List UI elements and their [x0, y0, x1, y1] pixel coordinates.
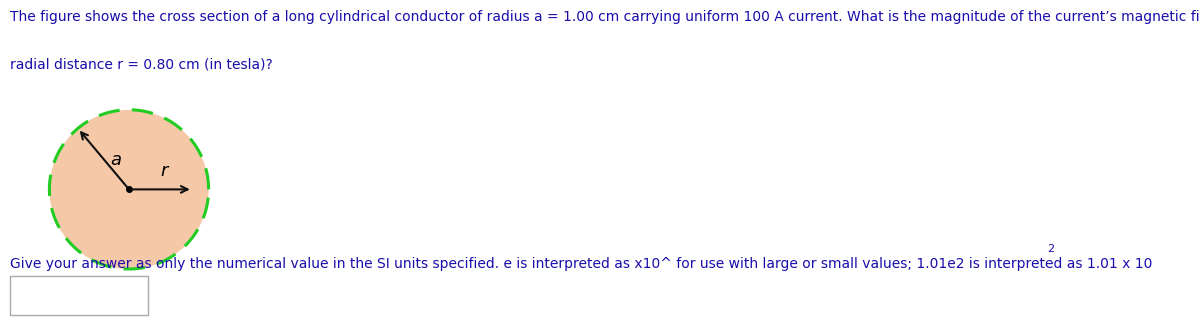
Text: a: a [110, 151, 121, 169]
Circle shape [49, 110, 209, 269]
Text: The figure shows the cross section of a long cylindrical conductor of radius a =: The figure shows the cross section of a … [10, 10, 1200, 24]
Text: r: r [161, 162, 168, 180]
Text: Give your answer as only the numerical value in the SI units specified. e is int: Give your answer as only the numerical v… [10, 257, 1152, 271]
Text: 2: 2 [1048, 244, 1055, 254]
Text: radial distance r = 0.80 cm (in tesla)?: radial distance r = 0.80 cm (in tesla)? [10, 58, 272, 72]
